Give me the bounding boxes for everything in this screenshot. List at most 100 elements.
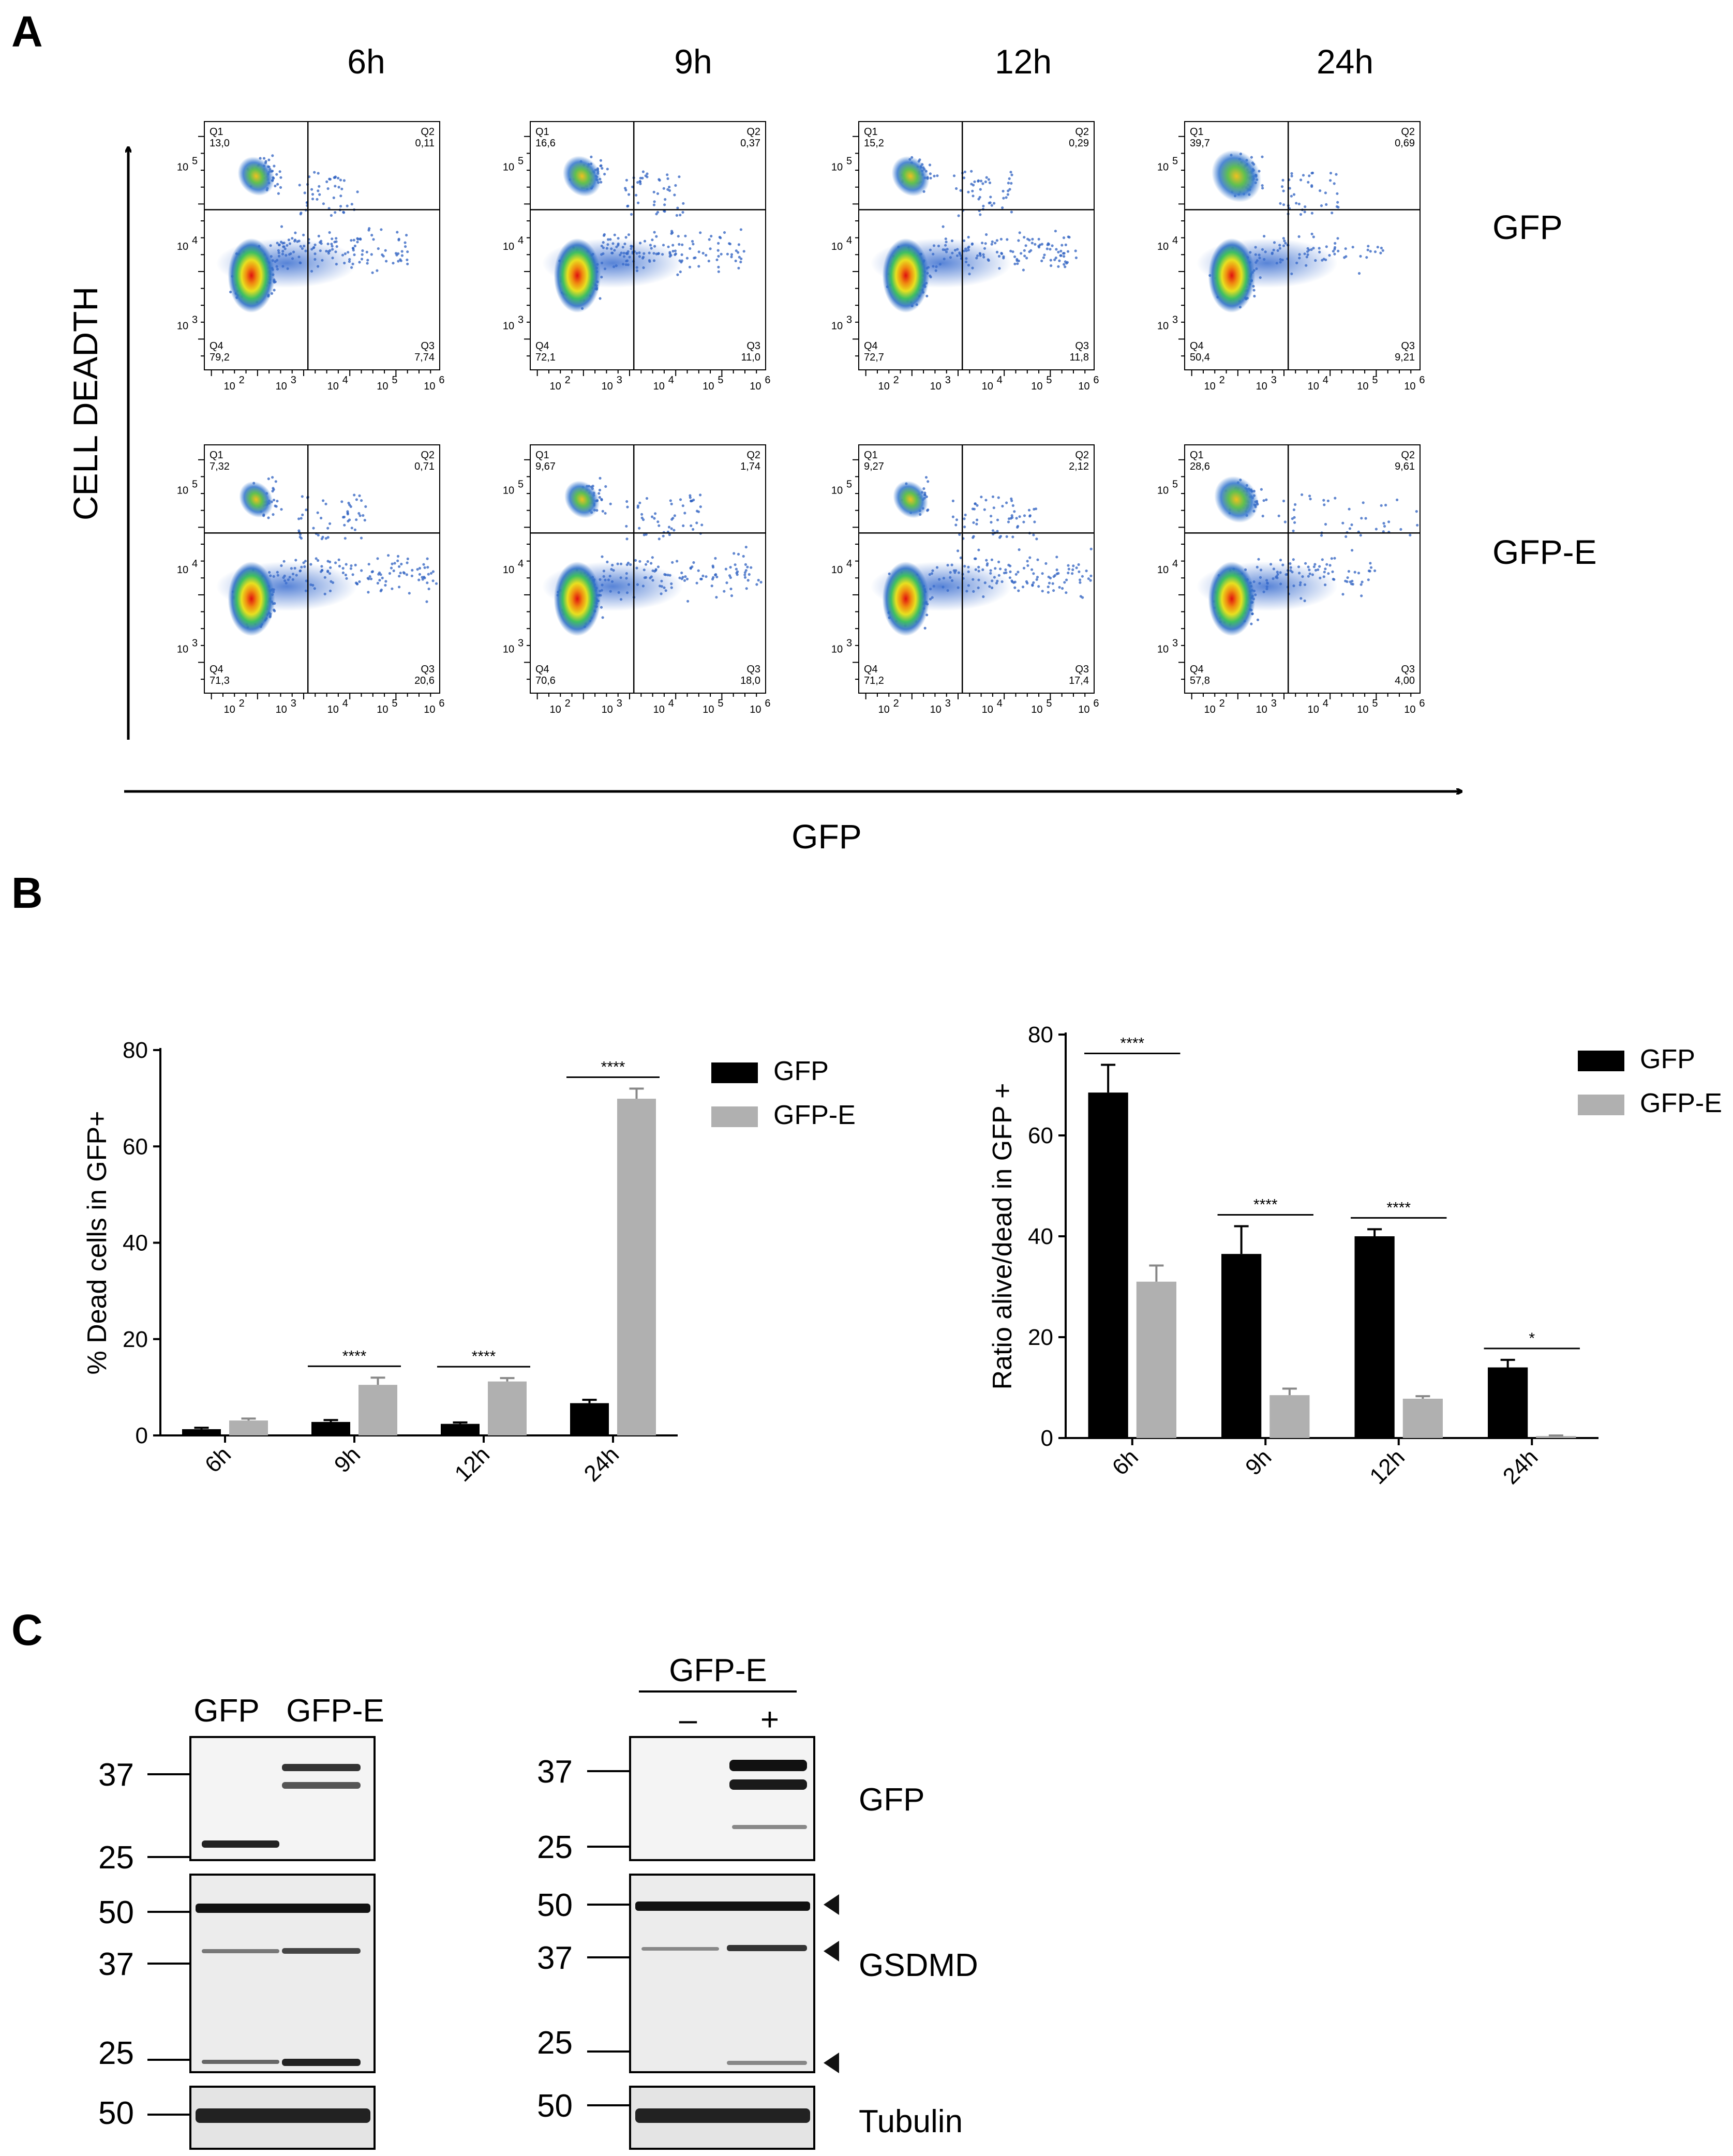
significance-stars: * [1529, 1330, 1535, 1347]
event-dot [711, 565, 715, 569]
event-dot [682, 202, 685, 205]
y-decade-label: 10 [1157, 321, 1169, 332]
event-dot [1382, 530, 1385, 533]
x-decade-label: 10 [878, 704, 889, 715]
event-dot [739, 260, 742, 264]
arrowhead-icon [824, 1894, 839, 1915]
event-dot [280, 225, 283, 228]
event-dot [1319, 189, 1322, 192]
event-dot [400, 254, 404, 257]
event-dot [715, 575, 719, 578]
event-dot [1007, 182, 1010, 185]
band [641, 1947, 719, 1951]
event-dot [1333, 252, 1336, 256]
event-dot [1079, 595, 1082, 598]
event-dot [679, 270, 682, 274]
western-blot-left: GFP GFP-E 37 25 50 37 25 50 [98, 1693, 384, 2150]
event-dot [654, 512, 657, 515]
event-dot [985, 559, 988, 562]
y-decade-label: 10 [1157, 644, 1169, 655]
y-decade-exponent: 5 [846, 478, 852, 490]
event-dot [350, 527, 353, 530]
event-dot [716, 249, 720, 252]
event-dot [398, 586, 401, 589]
event-dot [1332, 250, 1335, 253]
x-tick-label: 9h [330, 1442, 365, 1477]
density-core-dead [891, 156, 930, 197]
event-dot [1357, 272, 1361, 275]
x-decade-exponent: 2 [239, 375, 245, 386]
mw-marker: 50 [98, 1895, 134, 1930]
event-dot [1060, 244, 1064, 247]
event-dot [1027, 508, 1031, 512]
event-dot [1279, 202, 1282, 205]
y-decade-exponent: 3 [518, 315, 524, 326]
x-decade-label: 10 [223, 704, 235, 715]
event-dot [624, 187, 627, 190]
event-dot [337, 186, 340, 189]
x-decade-label: 10 [1308, 381, 1319, 392]
event-dot [710, 585, 713, 588]
quadrant-label: Q4 [864, 340, 878, 352]
event-dot [1321, 558, 1324, 561]
x-decade-label: 10 [1256, 704, 1267, 715]
event-dot [300, 517, 303, 520]
y-tick-label: 60 [1028, 1123, 1053, 1148]
event-dot [680, 253, 683, 256]
event-dot [404, 241, 407, 244]
event-dot [1375, 528, 1378, 531]
event-dot [351, 247, 355, 250]
row-labels: GFP GFP-E [1492, 208, 1597, 571]
mw-marker: 50 [537, 1888, 573, 1923]
event-dot [973, 557, 977, 560]
quadrant-label: Q4 [1190, 340, 1204, 352]
quadrant-label: Q1 [1190, 450, 1204, 461]
event-dot [988, 201, 991, 205]
bar [1354, 1236, 1395, 1438]
x-decade-exponent: 6 [765, 698, 770, 709]
event-dot [275, 505, 278, 508]
y-decade-label: 10 [177, 644, 188, 655]
event-dot [959, 556, 962, 559]
event-dot [318, 193, 321, 196]
event-dot [411, 568, 414, 572]
event-dot [1380, 504, 1383, 507]
event-dot [377, 573, 380, 576]
x-decade-label: 10 [1308, 704, 1319, 715]
event-dot [744, 546, 748, 549]
event-dot [697, 250, 700, 253]
event-dot [1353, 571, 1356, 574]
event-dot [604, 485, 607, 488]
event-dot [650, 562, 653, 565]
event-dot [701, 574, 705, 577]
quadrant-label: Q3 [746, 340, 760, 352]
x-decade-exponent: 2 [565, 375, 571, 386]
y-decade-exponent: 5 [1172, 478, 1178, 490]
event-dot [1290, 174, 1293, 177]
event-dot [1294, 503, 1297, 506]
event-dot [1387, 520, 1391, 523]
y-decade-exponent: 4 [1172, 235, 1178, 246]
event-dot [1297, 235, 1301, 238]
event-dot [712, 576, 715, 579]
event-dot [929, 172, 932, 175]
y-axis-label: % Dead cells in GFP+ [82, 1111, 112, 1374]
event-dot [311, 198, 315, 201]
event-dot [684, 234, 687, 237]
x-decade-exponent: 2 [893, 375, 899, 386]
quadrant-label: Q4 [210, 664, 223, 675]
event-dot [723, 590, 726, 593]
event-dot [652, 190, 655, 193]
x-decade-label: 10 [1031, 704, 1042, 715]
quadrant-label: Q1 [210, 126, 223, 138]
event-dot [680, 577, 683, 580]
x-decade-label: 10 [1357, 704, 1368, 715]
mw-marker: 50 [537, 2088, 573, 2124]
event-dot [974, 502, 977, 505]
x-decade-exponent: 4 [668, 698, 674, 709]
event-dot [1063, 263, 1066, 266]
event-dot [1041, 572, 1044, 575]
event-dot [1037, 237, 1040, 241]
event-dot [739, 228, 742, 231]
event-dot [1379, 251, 1382, 254]
